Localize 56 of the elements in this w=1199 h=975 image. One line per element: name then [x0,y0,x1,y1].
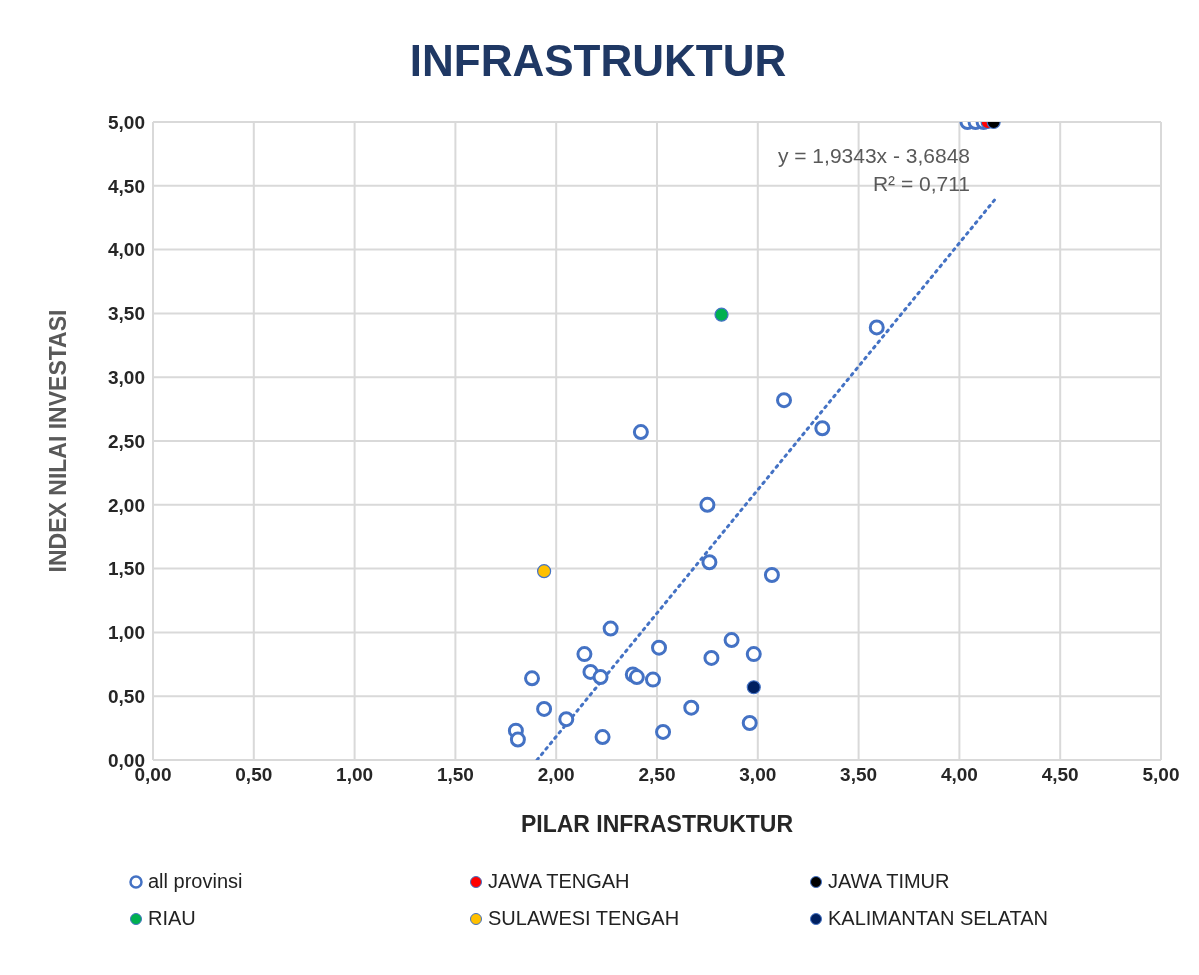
point [602,620,619,637]
point [594,729,611,746]
point [524,670,541,687]
x-axis-title: PILAR INFRASTRUKTUR [520,811,794,837]
point [741,715,758,731]
annotation: R² = 0,711 [871,171,970,197]
y-tick-label: 4,50 [108,175,145,197]
y-tick-label: 3,00 [108,366,145,388]
x-tick-label: 4,50 [1041,764,1079,786]
x-tick-label: 0,50 [235,764,273,786]
x-tick-label: 2,00 [537,764,575,786]
point [628,669,645,686]
point [701,554,718,571]
point [745,646,762,663]
legend-label: all provinsi [148,870,243,893]
x-tick-label: 3,00 [739,764,777,786]
point [576,646,593,663]
point [814,420,831,437]
x-tick-label: 3,50 [840,764,878,786]
point [683,699,700,716]
point [723,632,740,649]
point [776,392,793,409]
point [536,700,553,717]
y-tick-label: 2,50 [108,430,145,452]
point [644,671,661,688]
point [509,731,526,748]
point [655,723,672,740]
legend-label: KALIMANTAN SELATAN [828,907,1049,930]
x-tick-label: 5,00 [1142,764,1180,786]
y-tick-label: 5,00 [108,111,145,133]
x-tick-label: 2,50 [638,764,676,786]
y-tick-label: 3,50 [108,303,145,325]
x-tick-label: 1,00 [336,764,374,786]
y-tick-label: 0,50 [108,685,145,707]
x-tick-label: 4,00 [940,764,978,786]
point [592,669,609,686]
point [746,680,761,695]
point [763,566,780,583]
legend-label: JAWA TENGAH [488,870,630,893]
point [558,711,575,728]
legend-label: RIAU [148,907,196,930]
point [651,639,668,656]
chart-title: INFRASTRUKTUR [408,35,788,87]
point [537,564,552,579]
point [632,424,649,441]
y-tick-label: 2,00 [108,494,145,516]
point [703,649,720,666]
y-tick-label: 4,00 [108,239,145,261]
legend-label: SULAWESI TENGAH [488,907,680,930]
legend-label: JAWA TIMUR [828,870,950,893]
point [699,496,716,513]
x-tick-label: 1,50 [436,764,474,786]
annotation: y = 1,9343x - 3,6848 [776,143,970,169]
y-tick-label: 1,50 [108,558,145,580]
y-tick-label: 1,00 [108,622,145,644]
y-axis-title: INDEX NILAI INVESTASI [45,309,72,573]
